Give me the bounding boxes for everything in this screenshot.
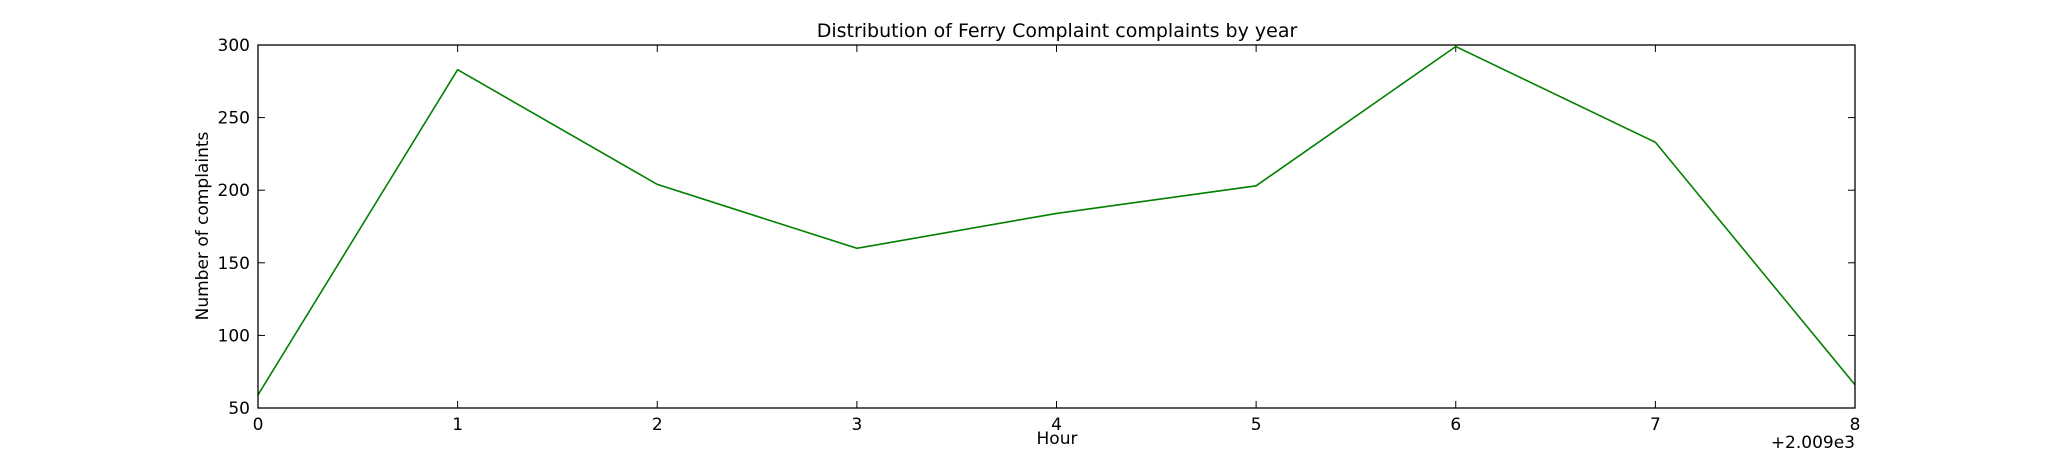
axis-tick-labels: 0 1 2 3 4 5 6 7 8 50 100 150 200 250 300 <box>218 36 1861 435</box>
x-axis-label: Hour <box>1037 429 1078 449</box>
x-tick-label: 1 <box>452 415 463 435</box>
x-tick-label: 6 <box>1450 415 1461 435</box>
x-offset-label: +2.009e3 <box>1771 433 1855 450</box>
x-tick-label: 3 <box>851 415 862 435</box>
x-tick-label: 0 <box>253 415 264 435</box>
plot-frame <box>257 44 1856 409</box>
y-tick-label: 200 <box>218 181 250 201</box>
chart-title: Distribution of Ferry Complaint complain… <box>817 20 1298 42</box>
x-tick-label: 7 <box>1650 415 1661 435</box>
x-tick-label: 8 <box>1850 415 1861 435</box>
y-tick-label: 250 <box>218 109 250 129</box>
series-line <box>257 45 1856 396</box>
y-tick-label: 300 <box>218 36 250 56</box>
x-tick-label: 4 <box>1051 415 1062 435</box>
y-tick-label: 150 <box>218 254 250 274</box>
x-tick-label: 5 <box>1251 415 1262 435</box>
axis-ticks <box>257 44 1856 409</box>
y-tick-label: 100 <box>218 326 250 346</box>
y-tick-label: 50 <box>228 399 250 419</box>
y-axis-label: Number of complaints <box>193 131 213 320</box>
x-tick-label: 2 <box>652 415 663 435</box>
